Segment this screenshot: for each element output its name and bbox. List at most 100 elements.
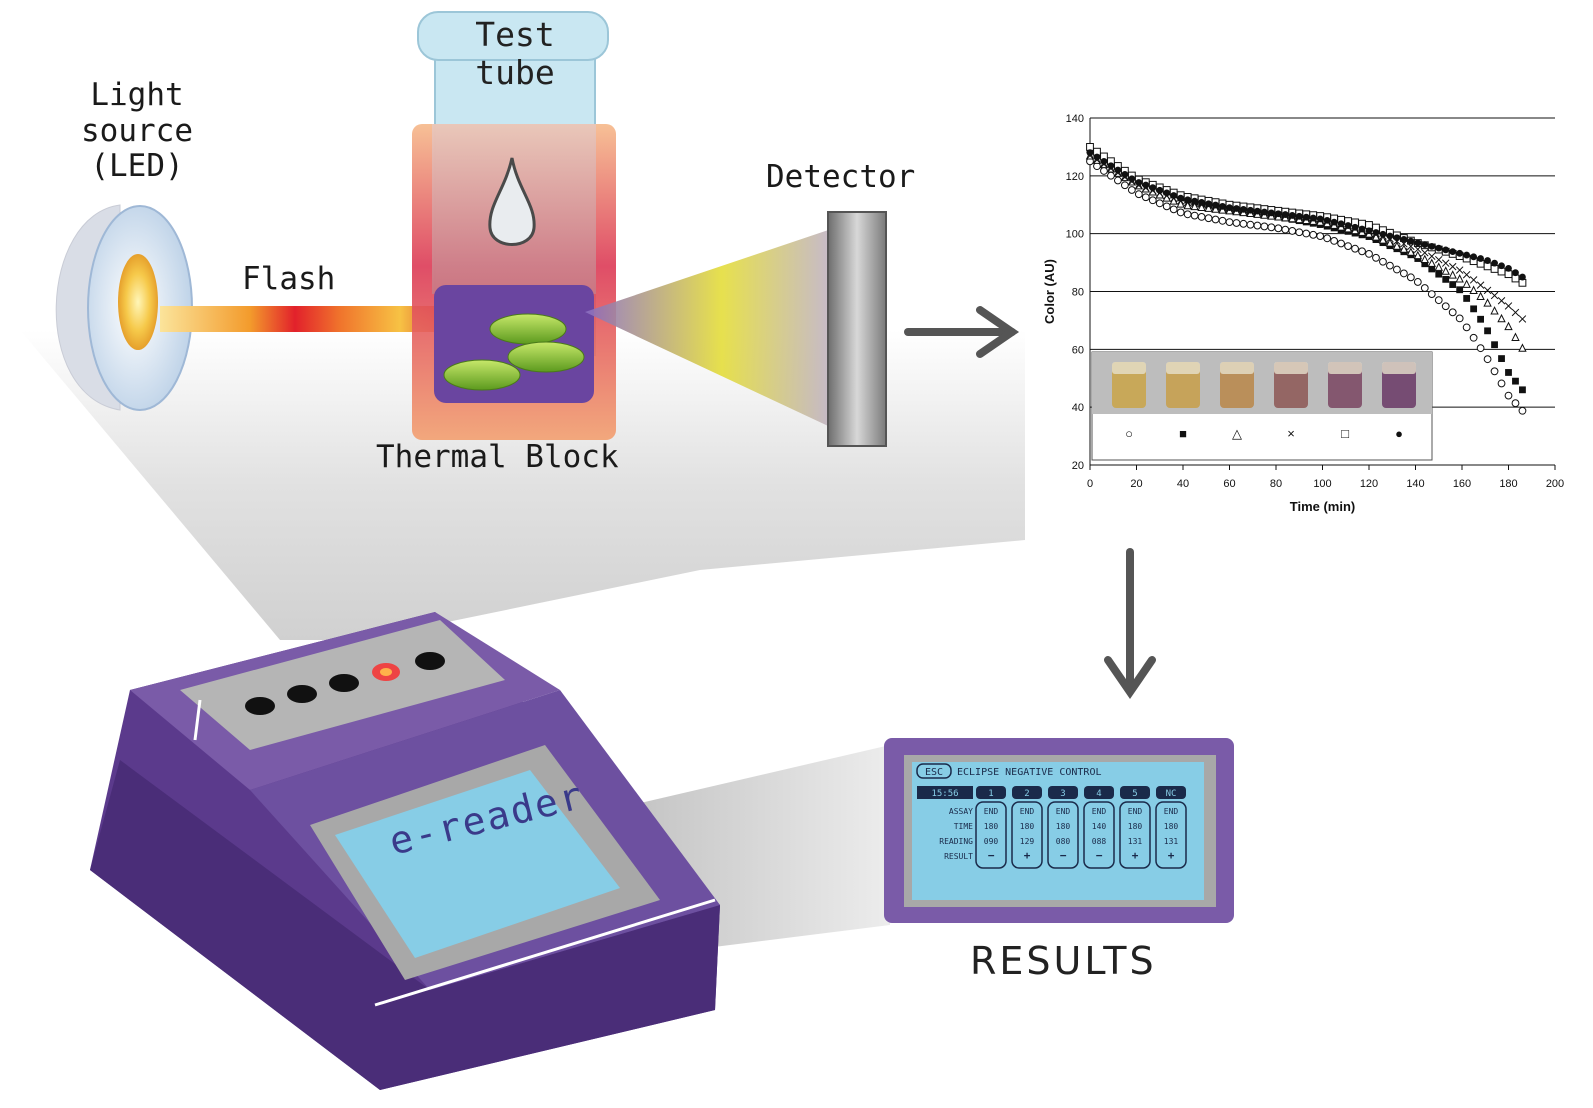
cell-value: − [1060, 849, 1067, 862]
data-point-filled-circle [1414, 239, 1422, 247]
led-light-source [55, 204, 193, 411]
data-point-filled-circle [1365, 227, 1373, 235]
data-point-filled-circle [1142, 181, 1150, 189]
data-point-filled-square [1477, 315, 1484, 323]
data-point-filled-square [1435, 270, 1443, 278]
data-point-open-circle [1155, 199, 1164, 208]
data-point-filled-square [1442, 275, 1450, 283]
data-point-open-triangle [1483, 298, 1492, 307]
data-point-filled-square [1512, 377, 1519, 385]
data-point-filled-circle [1421, 241, 1429, 249]
detector-plate [827, 211, 887, 447]
data-point-open-circle [1386, 261, 1394, 270]
data-point-open-circle [1190, 211, 1199, 220]
data-point-filled-circle [1386, 232, 1394, 240]
data-point-filled-circle [1351, 223, 1359, 231]
data-point-open-circle [1365, 250, 1373, 258]
data-point-open-circle [1441, 302, 1450, 311]
results-screen-content: ESC ECLIPSE NEGATIVE CONTROL 15:56 1 2 3 4 5 NC A… [916, 763, 1187, 869]
data-point-open-circle [1274, 224, 1283, 233]
data-point-filled-circle [1477, 255, 1484, 262]
data-point-open-square [1483, 262, 1492, 271]
data-point-open-circle [1197, 212, 1206, 221]
data-point-open-triangle [1504, 321, 1513, 331]
arrow-right-icon [904, 306, 1020, 358]
data-point-filled-circle [1184, 196, 1192, 204]
data-point-open-circle [1225, 218, 1234, 226]
data-point-open-circle [1420, 284, 1429, 292]
vial-cap [1382, 362, 1416, 374]
data-point-filled-circle [1309, 214, 1317, 222]
data-point-cross [1476, 281, 1485, 289]
data-point-filled-circle [1205, 200, 1212, 208]
data-point-open-triangle [1448, 270, 1457, 279]
vial-cap [1112, 362, 1146, 374]
data-point-open-triangle [1455, 274, 1464, 283]
cell-value: END [1020, 807, 1035, 816]
column-header: 4 [1096, 789, 1101, 799]
cell-value: + [1132, 849, 1139, 862]
test-tube-label: Test tube [475, 15, 555, 92]
legend-symbol: × [1287, 426, 1295, 441]
first-col-box [917, 786, 973, 799]
data-point-open-circle [1393, 265, 1401, 274]
data-point-filled-circle [1212, 201, 1219, 209]
data-point-open-circle [1281, 225, 1290, 234]
data-point-open-square [1504, 270, 1513, 279]
data-point-open-circle [1302, 229, 1311, 238]
screen-title: ECLIPSE NEGATIVE CONTROL [957, 767, 1102, 778]
data-point-filled-circle [1512, 269, 1519, 277]
data-point-filled-square [1519, 386, 1526, 394]
data-point-open-circle [1211, 215, 1220, 224]
cell-value: 180 [1020, 822, 1035, 831]
data-point-filled-circle [1191, 197, 1199, 205]
data-point-open-circle [1120, 181, 1129, 190]
data-point-open-triangle [1204, 203, 1213, 212]
data-point-open-circle [1295, 228, 1304, 237]
data-point-filled-circle [1302, 213, 1310, 221]
data-point-filled-circle [1177, 194, 1185, 202]
data-point-open-circle [1204, 214, 1213, 223]
e-reader-device [90, 612, 720, 1090]
projection-shadow [20, 330, 1025, 640]
vial-cap [1328, 362, 1362, 374]
x-tick-label: 40 [1177, 478, 1189, 490]
data-point-filled-circle [1267, 209, 1275, 217]
data-point-cross [1414, 245, 1422, 254]
data-point-open-triangle [1497, 313, 1506, 323]
data-point-filled-circle [1498, 262, 1505, 270]
thermal-block [412, 124, 616, 440]
data-point-open-circle [1176, 208, 1185, 217]
data-point-open-square [1490, 265, 1499, 273]
data-point-filled-circle [1435, 244, 1443, 252]
data-point-open-triangle [1190, 201, 1199, 211]
vial-cap [1220, 362, 1254, 374]
data-point-open-square [1086, 143, 1094, 151]
cell-value: + [1024, 849, 1031, 862]
data-point-open-circle [1351, 244, 1359, 253]
cell-value: 090 [984, 837, 999, 846]
data-point-filled-circle [1288, 212, 1296, 219]
data-point-filled-circle [1086, 149, 1094, 157]
data-point-open-circle [1399, 269, 1408, 278]
data-point-filled-circle [1100, 157, 1108, 165]
cell-value: 180 [1056, 822, 1071, 831]
data-point-filled-circle [1337, 220, 1345, 228]
x-tick-label: 140 [1406, 478, 1424, 490]
cell-value: END [1056, 807, 1071, 816]
data-point-cross [1511, 308, 1520, 317]
data-point-filled-circle [1491, 259, 1498, 267]
data-point-filled-square [1421, 260, 1429, 268]
y-axis-label: Color (AU) [1042, 259, 1057, 324]
data-point-filled-circle [1344, 222, 1352, 229]
data-point-open-circle [1141, 193, 1150, 202]
droplet [488, 157, 536, 246]
data-point-open-circle [1511, 399, 1520, 408]
data-point-open-circle [1323, 234, 1332, 243]
column-frame [1119, 801, 1151, 869]
data-point-open-triangle [1413, 250, 1423, 260]
data-point-filled-circle [1407, 237, 1415, 245]
data-point-open-triangle [1183, 200, 1192, 210]
data-point-cross [1469, 276, 1478, 284]
data-point-open-circle [1127, 186, 1136, 194]
